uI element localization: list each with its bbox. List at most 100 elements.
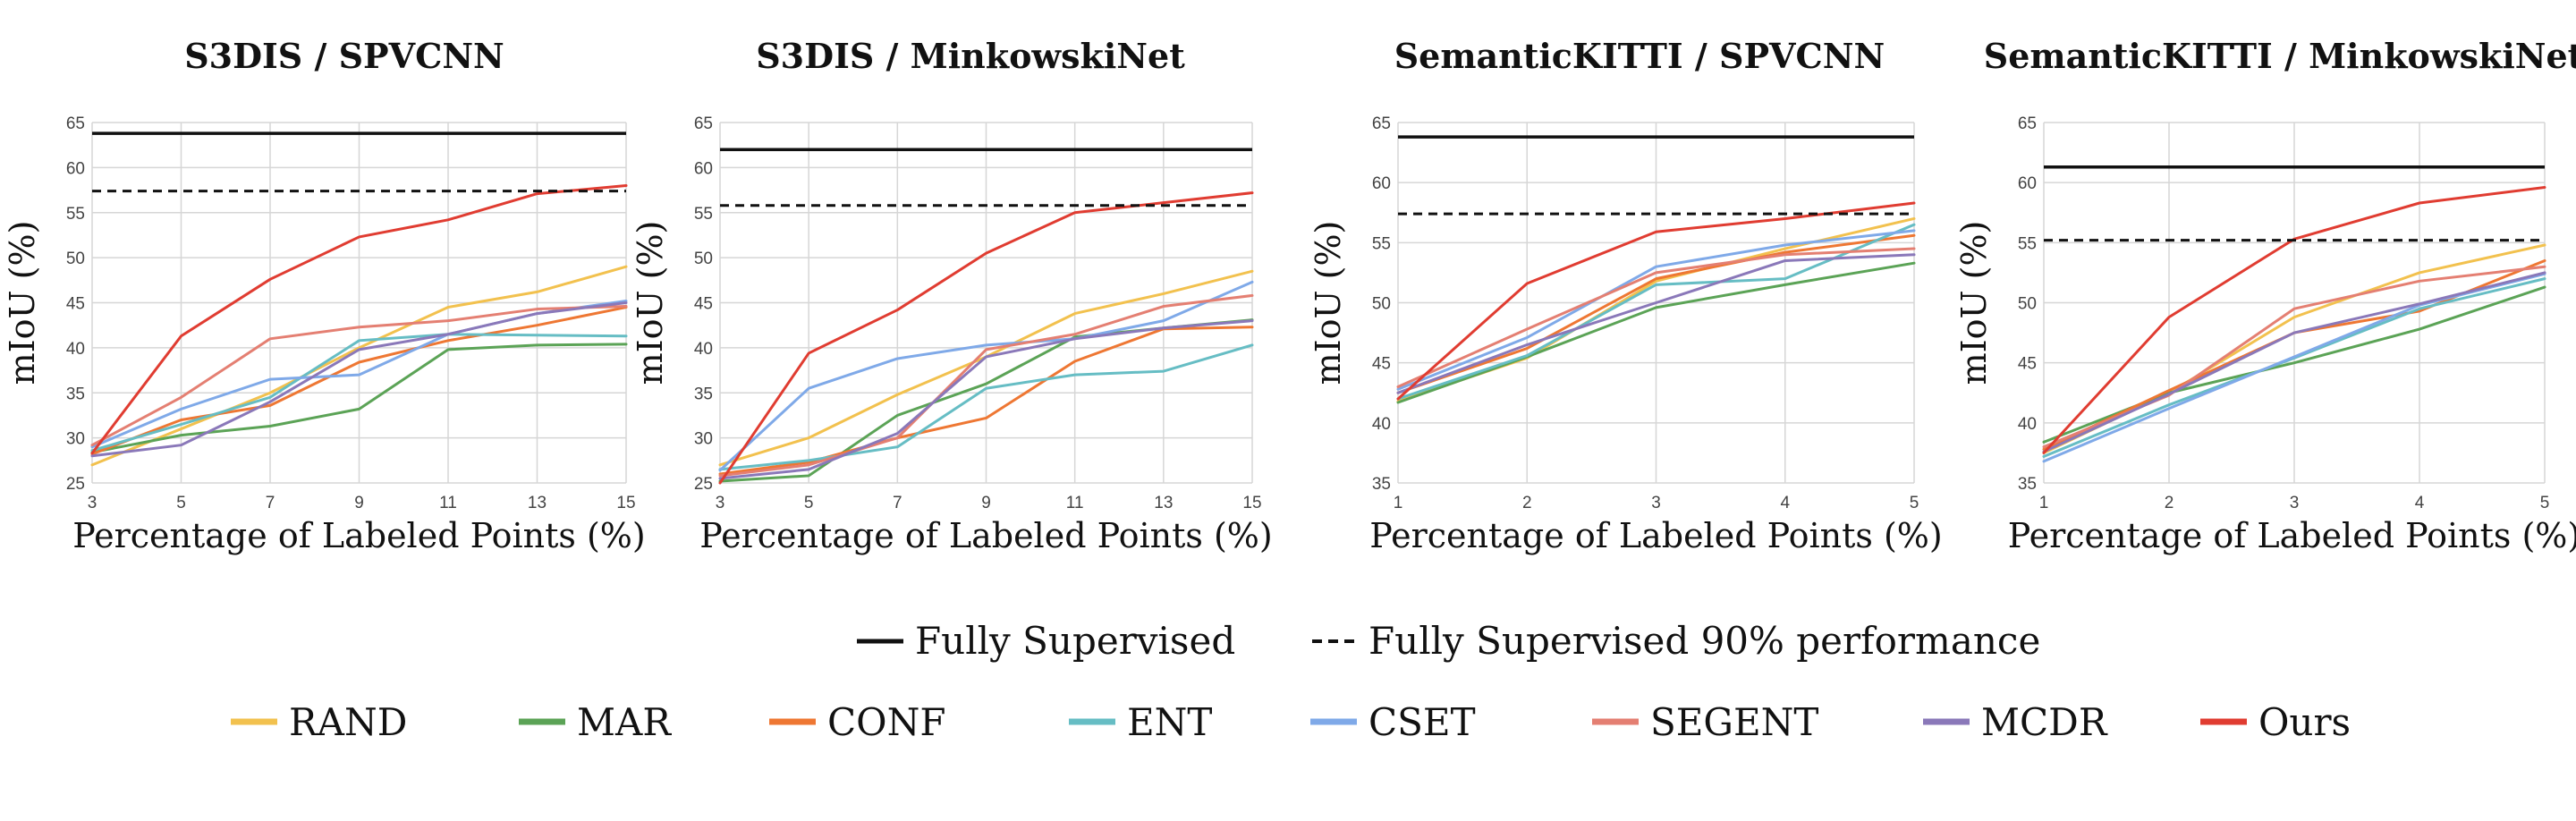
panel-3-xtick-label: 5: [1910, 494, 1919, 512]
panel-2-title: S3DIS / MinkowskiNet: [756, 36, 1185, 76]
panel-1-ytick-label: 25: [66, 475, 85, 494]
panel-3-series-ent: [1396, 223, 1916, 401]
panel-1-x-axis-label: Percentage of Labeled Points (%): [72, 516, 646, 555]
panel-4-xtick-label: 1: [2039, 494, 2049, 512]
panel-1-xtick-label: 11: [439, 494, 457, 512]
panel-1-xtick-label: 3: [88, 494, 97, 512]
panel-4-series-mcdr: [2042, 271, 2546, 453]
panel-1-ytick-label: 50: [66, 250, 85, 268]
legend: Fully Supervised Fully Supervised 90% per…: [231, 619, 2351, 744]
panel-2-series-segent: [718, 293, 1254, 478]
panel-4-xtick-label: 5: [2540, 494, 2550, 512]
panel-3-title: SemanticKITTI / SPVCNN: [1394, 36, 1885, 76]
panel-4-ytick-label: 55: [2018, 234, 2037, 253]
panel-2-xtick-label: 13: [1154, 494, 1173, 512]
panel-1-xtick-label: 9: [354, 494, 364, 512]
panel-2-ytick-label: 40: [694, 340, 713, 359]
panel-2-xtick-label: 9: [981, 494, 991, 512]
panel-3-y-axis-label: mIoU (%): [1309, 221, 1348, 385]
panel-2-ytick-label: 25: [694, 475, 713, 494]
panel-2-xtick-label: 11: [1066, 494, 1084, 512]
legend-label-fully-supervised: Fully Supervised: [915, 619, 1235, 663]
panel-2-x-axis-label: Percentage of Labeled Points (%): [699, 516, 1273, 555]
panel-1-series-ours: [90, 184, 628, 455]
panel-2-series-ent: [718, 343, 1254, 471]
panel-3-x-axis-label: Percentage of Labeled Points (%): [1369, 516, 1943, 555]
panel-3-series-segent: [1396, 247, 1916, 389]
panel-1-ytick-label: 35: [66, 385, 85, 403]
panel-1-ytick-label: 60: [66, 159, 85, 178]
panel-1-xtick-label: 7: [266, 494, 275, 512]
panel-3-series-mcdr: [1396, 253, 1916, 394]
legend-label-mcdr: MCDR: [1981, 700, 2108, 744]
panel-1-ytick-label: 65: [66, 114, 85, 133]
panel-2-ytick-label: 30: [694, 430, 713, 449]
panel-4-ytick-label: 60: [2018, 174, 2037, 193]
panel-1-xtick-label: 13: [528, 494, 547, 512]
legend-label-rand: RAND: [289, 700, 407, 744]
panel-2-ytick-label: 45: [694, 295, 713, 314]
panel-4-y-axis-label: mIoU (%): [1954, 221, 1994, 385]
panel-1-ytick-label: 40: [66, 340, 85, 359]
panel-3-ytick-label: 55: [1372, 234, 1391, 253]
panel-3-ytick-label: 65: [1372, 114, 1391, 133]
legend-label-ours: Ours: [2258, 700, 2351, 744]
panel-2-ytick-label: 55: [694, 205, 713, 224]
panel-4-ytick-label: 65: [2018, 114, 2037, 133]
panel-3-ytick-label: 35: [1372, 475, 1391, 494]
legend-label-conf: CONF: [827, 700, 945, 744]
legend-label-fully-supervised-90-performance: Fully Supervised 90% performance: [1368, 619, 2040, 663]
panel-3-series-conf: [1396, 233, 1916, 394]
panel-3-series-cset: [1396, 229, 1916, 391]
legend-label-mar: MAR: [577, 700, 672, 744]
panel-2-xtick-label: 3: [716, 494, 725, 512]
panel-2-xtick-label: 7: [893, 494, 902, 512]
panel-3-ytick-label: 60: [1372, 174, 1391, 193]
panel-3-series-mar: [1396, 261, 1916, 404]
panel-4-xtick-label: 2: [2165, 494, 2174, 512]
panel-2-ytick-label: 65: [694, 114, 713, 133]
panel-1-xtick-label: 5: [176, 494, 186, 512]
panel-2-series-ours: [718, 191, 1254, 485]
panel-4-ytick-label: 40: [2018, 415, 2037, 434]
legend-label-ent: ENT: [1127, 700, 1212, 744]
panel-2-series-cset: [718, 280, 1254, 472]
panel-4-xtick-label: 4: [2415, 494, 2425, 512]
panel-3-xtick-label: 4: [1780, 494, 1790, 512]
panel-4-ytick-label: 35: [2018, 475, 2037, 494]
panel-2-ytick-label: 60: [694, 159, 713, 178]
panel-3-ytick-label: 40: [1372, 415, 1391, 434]
panel-2-xtick-label: 5: [804, 494, 814, 512]
panel-3-xtick-label: 2: [1522, 494, 1532, 512]
panel-2-ytick-label: 50: [694, 250, 713, 268]
panel-1-series-conf: [90, 306, 628, 456]
panel-3-ytick-label: 50: [1372, 295, 1391, 314]
panel-1-series-mar: [90, 343, 628, 454]
panel-1-xtick-label: 15: [616, 494, 635, 512]
panel-2-xtick-label: 15: [1242, 494, 1261, 512]
panel-2-ytick-label: 35: [694, 385, 713, 403]
panel-1-ytick-label: 45: [66, 295, 85, 314]
legend-label-segent: SEGENT: [1650, 700, 1818, 744]
panel-1-y-axis-label: mIoU (%): [3, 221, 42, 385]
panel-4-ytick-label: 50: [2018, 295, 2037, 314]
panel-4: SemanticKITTI / MinkowskiNet354045505560…: [1954, 36, 2576, 555]
panel-3-xtick-label: 1: [1394, 494, 1403, 512]
panel-1-series-rand: [90, 265, 628, 467]
panel-4-x-axis-label: Percentage of Labeled Points (%): [2008, 516, 2576, 555]
panel-4-xtick-label: 3: [2290, 494, 2300, 512]
panel-1-series-ent: [90, 333, 628, 453]
panel-1-ytick-label: 55: [66, 205, 85, 224]
legend-label-cset: CSET: [1368, 700, 1476, 744]
panel-1-series-segent: [90, 305, 628, 447]
panel-3-xtick-label: 3: [1651, 494, 1661, 512]
panel-1-series-mcdr: [90, 301, 628, 458]
panel-4-ytick-label: 45: [2018, 355, 2037, 374]
panel-1-ytick-label: 30: [66, 430, 85, 449]
panel-4-title: SemanticKITTI / MinkowskiNet: [1984, 36, 2576, 76]
panel-1-title: S3DIS / SPVCNN: [184, 36, 504, 76]
